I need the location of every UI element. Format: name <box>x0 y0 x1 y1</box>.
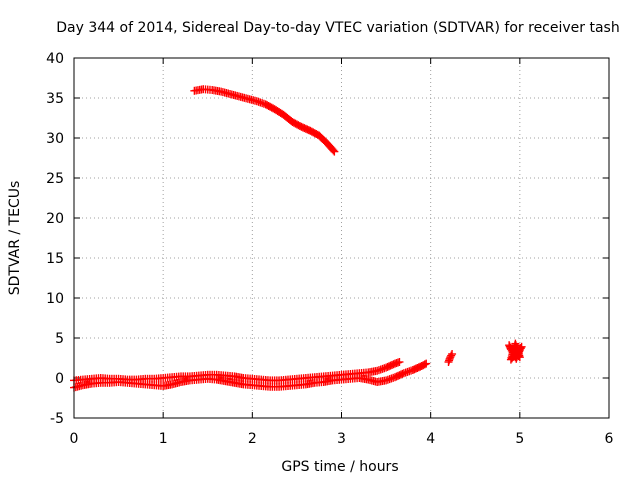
data-point <box>420 360 429 369</box>
data-point <box>395 358 404 366</box>
axis-tick-labels: 0 1 2 3 4 5 6 -5 0 5 10 15 20 25 30 35 40 <box>46 51 613 447</box>
y-tick-label: 40 <box>46 51 64 67</box>
x-tick-label: 0 <box>70 431 79 447</box>
data-point <box>329 146 338 155</box>
x-tick-label: 3 <box>337 431 346 447</box>
y-tick-label: 25 <box>46 171 64 187</box>
chart-title: Day 344 of 2014, Sidereal Day-to-day VTE… <box>56 20 619 36</box>
x-tick-label: 5 <box>515 431 524 447</box>
data-point <box>447 351 456 360</box>
x-tick-label: 1 <box>159 431 168 447</box>
data-point <box>513 343 522 352</box>
plot-frame <box>73 57 610 419</box>
x-axis-label: GPS time / hours <box>281 459 398 475</box>
data-point <box>512 344 521 353</box>
data-points <box>70 85 526 392</box>
data-point <box>422 359 431 368</box>
y-tick-label: 30 <box>46 131 64 147</box>
y-tick-label: 0 <box>55 371 64 387</box>
y-tick-label: 5 <box>55 331 64 347</box>
y-tick-label: 10 <box>46 291 64 307</box>
x-tick-label: 4 <box>426 431 435 447</box>
y-tick-label: -5 <box>50 411 64 427</box>
grid-lines <box>74 58 609 418</box>
x-tick-label: 2 <box>248 431 257 447</box>
data-point <box>330 147 339 156</box>
y-tick-label: 20 <box>46 211 64 227</box>
y-tick-label: 15 <box>46 251 64 267</box>
x-tick-label: 6 <box>605 431 614 447</box>
y-axis-label: SDTVAR / TECUs <box>7 181 23 296</box>
data-point <box>448 350 457 358</box>
y-tick-label: 35 <box>46 91 64 107</box>
